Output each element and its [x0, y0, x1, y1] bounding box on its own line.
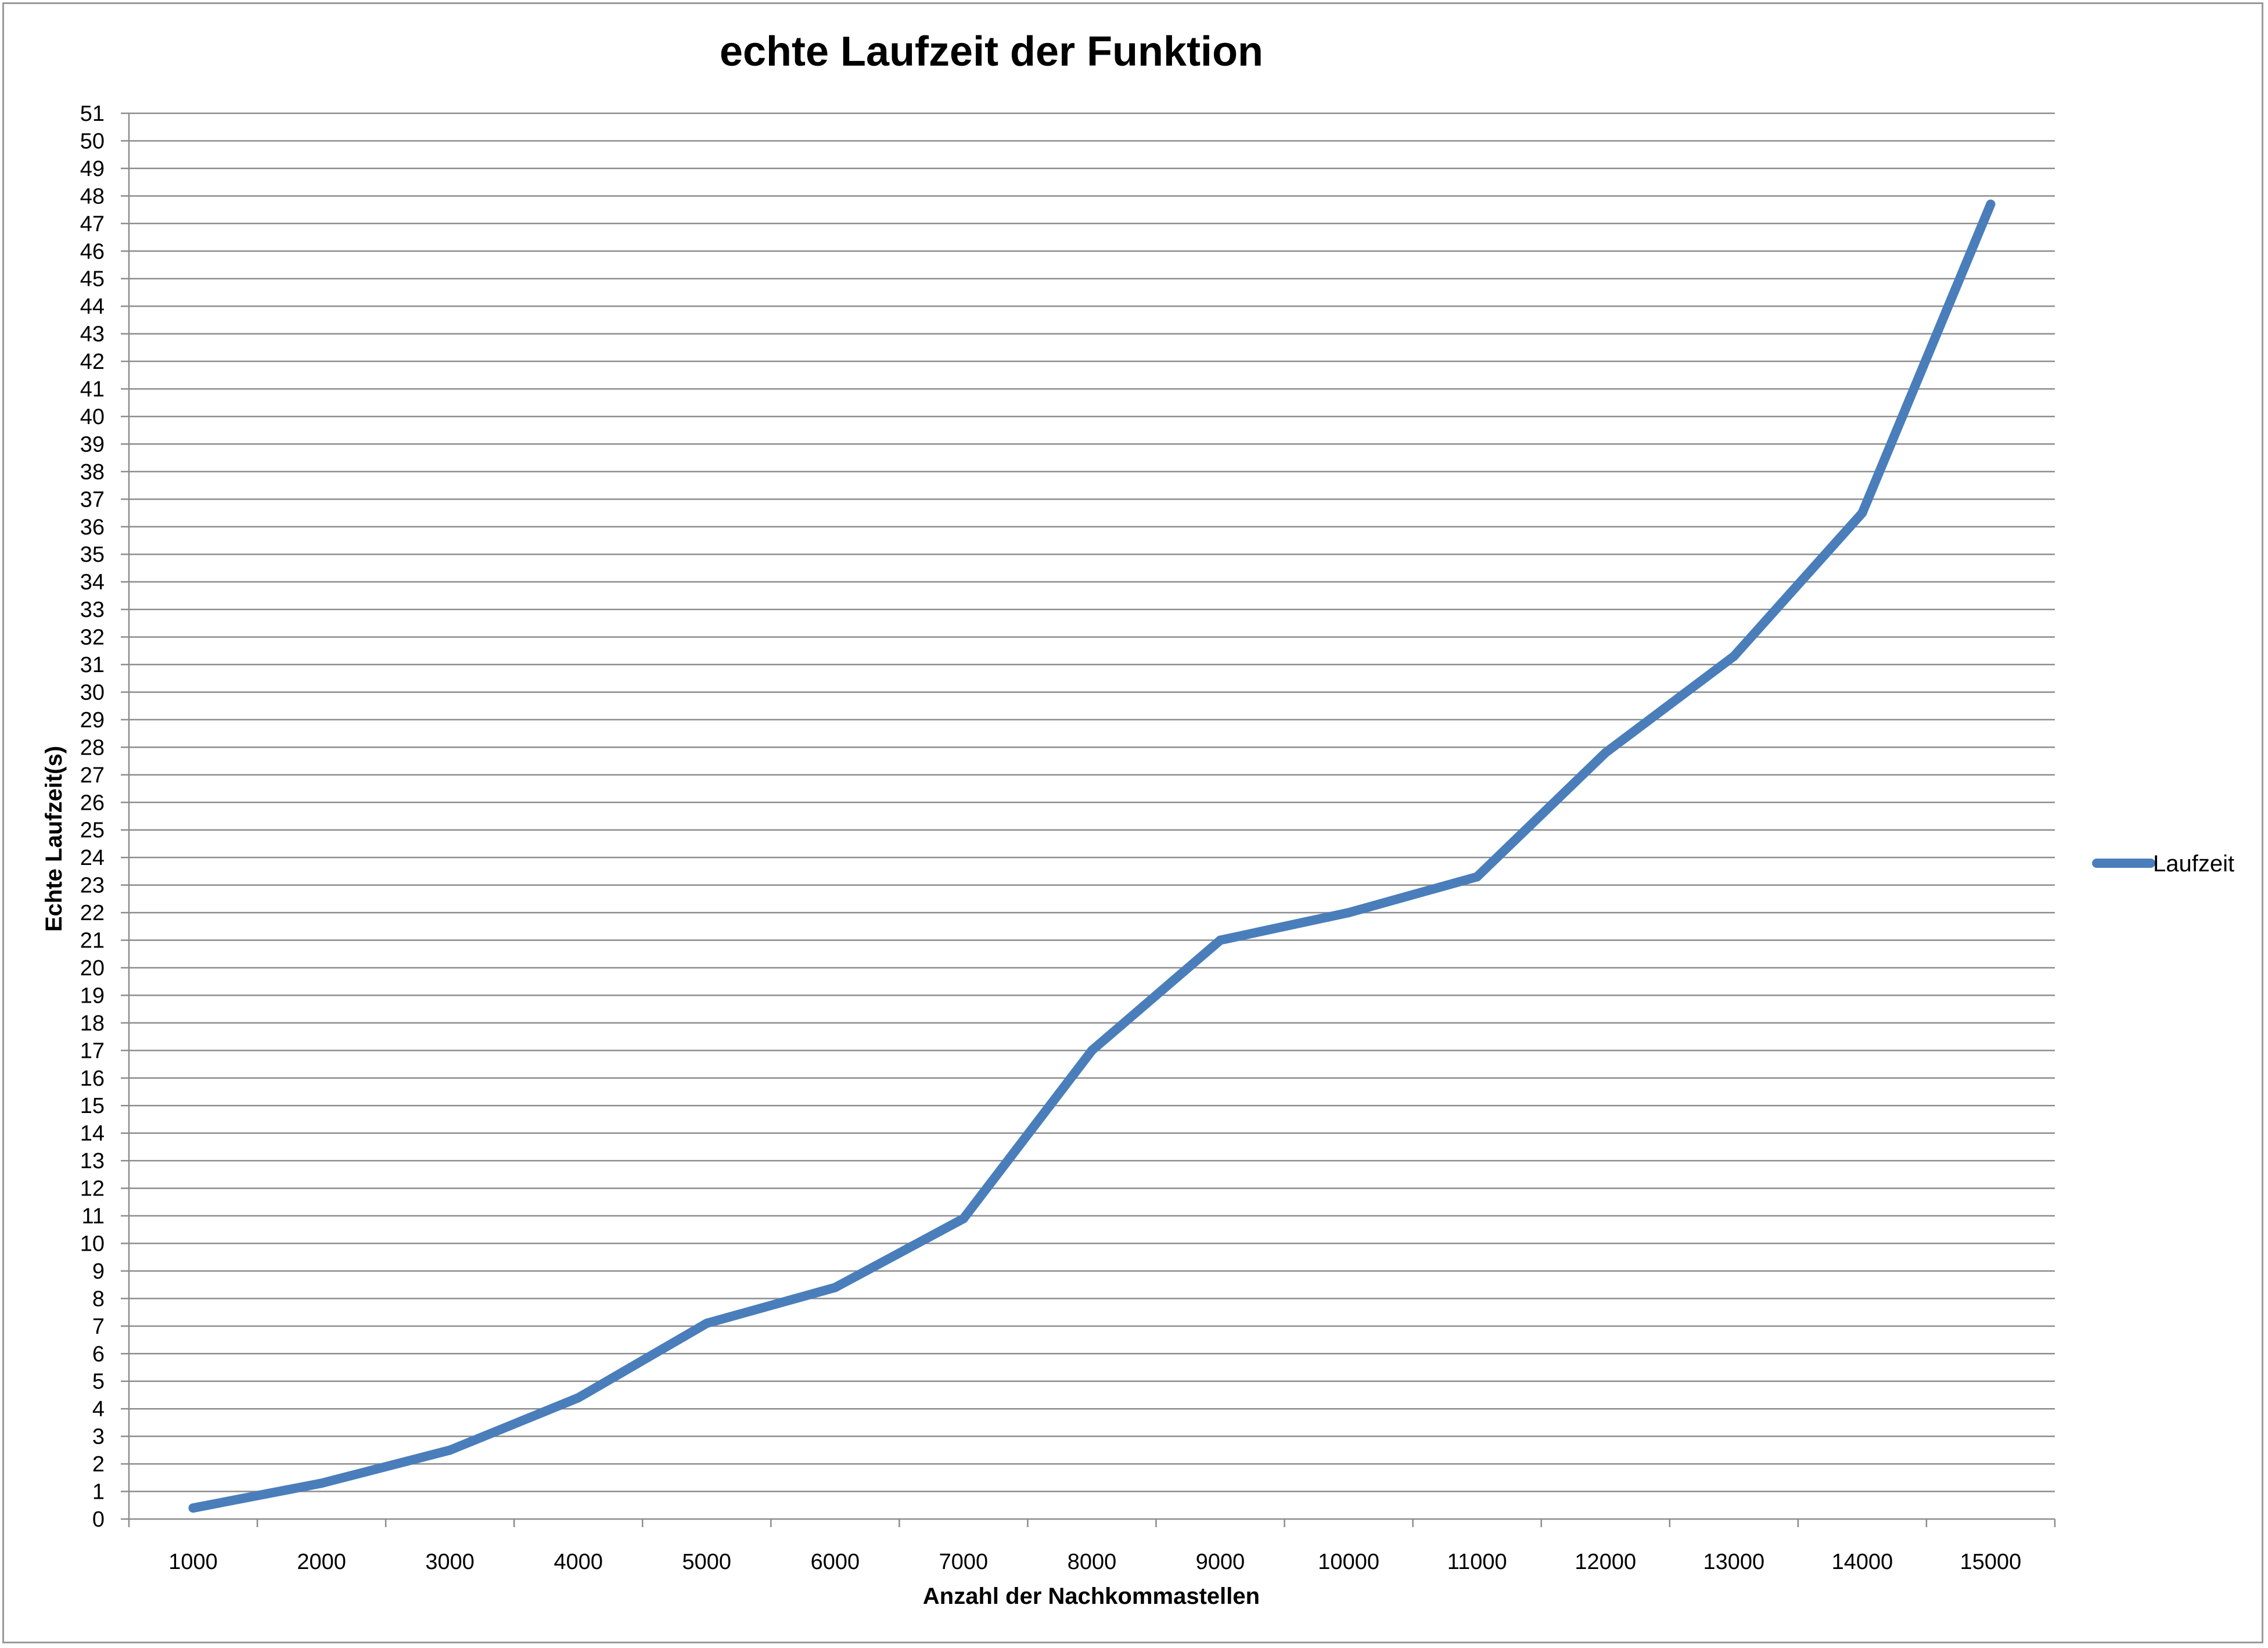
x-axis-ticks: 1000 2000 3000 4000 5000 6000 7000 8000 9000 1000… [128, 1519, 2056, 1574]
y-tick-label-11: 11 [82, 1204, 105, 1229]
x-tick-label-8000: 8000 [1067, 1550, 1117, 1574]
data-point-12000 [1601, 748, 1611, 757]
y-tick-label-0: 0 [92, 1507, 105, 1532]
y-tick-label-51: 51 [80, 102, 105, 126]
x-tick-label-10000: 10000 [1318, 1550, 1379, 1574]
data-point-13000 [1729, 651, 1739, 661]
y-tick-label-9: 9 [92, 1259, 105, 1284]
x-tick-label-14000: 14000 [1832, 1550, 1893, 1574]
y-tick-label-2: 2 [92, 1452, 105, 1477]
data-point-9000 [1216, 935, 1225, 945]
data-point-15000 [1986, 199, 1996, 209]
x-tick-label-15000: 15000 [1960, 1550, 2022, 1574]
y-tick-label-34: 34 [80, 570, 105, 595]
y-tick-label-42: 42 [80, 350, 105, 374]
y-tick-label-15: 15 [80, 1094, 105, 1118]
data-point-11000 [1472, 872, 1482, 882]
data-point-4000 [573, 1393, 583, 1403]
y-tick-label-41: 41 [80, 378, 105, 402]
y-tick-label-45: 45 [80, 267, 105, 292]
y-tick-label-23: 23 [80, 874, 105, 898]
y-tick-label-43: 43 [80, 322, 105, 347]
data-point-6000 [830, 1283, 840, 1292]
x-axis-title: Anzahl der Nachkommastellen [923, 1584, 1260, 1609]
chart-title: echte Laufzeit der Funktion [720, 28, 1263, 75]
y-axis-title: Echte Laufzeit(s) [41, 746, 67, 932]
series-line-laufzeit [188, 199, 1996, 1513]
y-tick-label-8: 8 [92, 1287, 105, 1311]
y-tick-label-32: 32 [80, 626, 105, 650]
data-point-10000 [1344, 908, 1354, 918]
y-tick-label-38: 38 [80, 460, 105, 484]
y-tick-label-22: 22 [80, 901, 105, 925]
x-tick-label-6000: 6000 [811, 1550, 860, 1574]
y-tick-label-12: 12 [80, 1177, 105, 1201]
y-tick-label-18: 18 [80, 1011, 105, 1036]
data-point-3000 [445, 1445, 455, 1455]
y-tick-label-46: 46 [80, 239, 105, 264]
y-tick-label-16: 16 [80, 1067, 105, 1091]
y-tick-label-50: 50 [80, 129, 105, 153]
y-tick-label-21: 21 [80, 929, 105, 953]
y-tick-label-37: 37 [80, 487, 105, 512]
y-tick-label-5: 5 [92, 1370, 105, 1394]
y-tick-label-35: 35 [80, 543, 105, 567]
x-tick-label-1000: 1000 [168, 1550, 218, 1574]
y-tick-label-19: 19 [80, 983, 105, 1008]
y-tick-label-6: 6 [92, 1342, 105, 1366]
y-tick-label-3: 3 [92, 1425, 105, 1449]
series-layer [188, 199, 1996, 1513]
y-tick-label-26: 26 [80, 791, 105, 815]
data-point-14000 [1857, 508, 1867, 518]
y-tick-label-14: 14 [80, 1122, 105, 1146]
legend: Laufzeit [2092, 851, 2234, 877]
x-tick-label-13000: 13000 [1703, 1550, 1764, 1574]
y-tick-label-28: 28 [80, 735, 105, 760]
y-tick-label-40: 40 [80, 405, 105, 429]
y-tick-label-47: 47 [80, 212, 105, 236]
y-tick-label-39: 39 [80, 432, 105, 457]
y-axis-ticks: 0123456789101112131415161718192021222324… [80, 102, 129, 1532]
y-tick-label-17: 17 [80, 1039, 105, 1063]
x-tick-label-11000: 11000 [1447, 1550, 1507, 1574]
y-tick-label-13: 13 [80, 1149, 105, 1173]
y-tick-label-33: 33 [80, 598, 105, 622]
x-tick-label-12000: 12000 [1575, 1550, 1636, 1574]
y-tick-label-44: 44 [80, 295, 105, 319]
x-tick-label-9000: 9000 [1196, 1550, 1245, 1574]
y-tick-label-30: 30 [80, 680, 105, 705]
data-point-2000 [317, 1478, 326, 1488]
x-tick-label-5000: 5000 [682, 1550, 732, 1574]
y-tick-label-31: 31 [80, 653, 105, 677]
y-tick-label-4: 4 [92, 1397, 105, 1421]
y-tick-label-36: 36 [80, 515, 105, 540]
legend-label-laufzeit: Laufzeit [2153, 851, 2234, 877]
y-tick-label-25: 25 [80, 818, 105, 843]
data-point-8000 [1087, 1046, 1097, 1055]
y-tick-label-20: 20 [80, 956, 105, 981]
y-tick-label-24: 24 [80, 846, 105, 870]
data-point-7000 [958, 1213, 968, 1223]
x-tick-label-3000: 3000 [425, 1550, 475, 1574]
x-tick-label-7000: 7000 [939, 1550, 989, 1574]
y-tick-label-7: 7 [92, 1315, 105, 1339]
y-tick-label-49: 49 [80, 157, 105, 181]
data-point-1000 [188, 1503, 198, 1513]
y-tick-label-10: 10 [80, 1231, 105, 1256]
data-point-5000 [702, 1319, 711, 1329]
y-tick-label-29: 29 [80, 708, 105, 733]
x-tick-label-2000: 2000 [297, 1550, 346, 1574]
x-tick-label-4000: 4000 [553, 1550, 603, 1574]
y-tick-label-1: 1 [92, 1480, 105, 1505]
gridlines [128, 112, 2055, 1520]
y-tick-label-27: 27 [80, 763, 105, 788]
y-tick-label-48: 48 [80, 184, 105, 209]
